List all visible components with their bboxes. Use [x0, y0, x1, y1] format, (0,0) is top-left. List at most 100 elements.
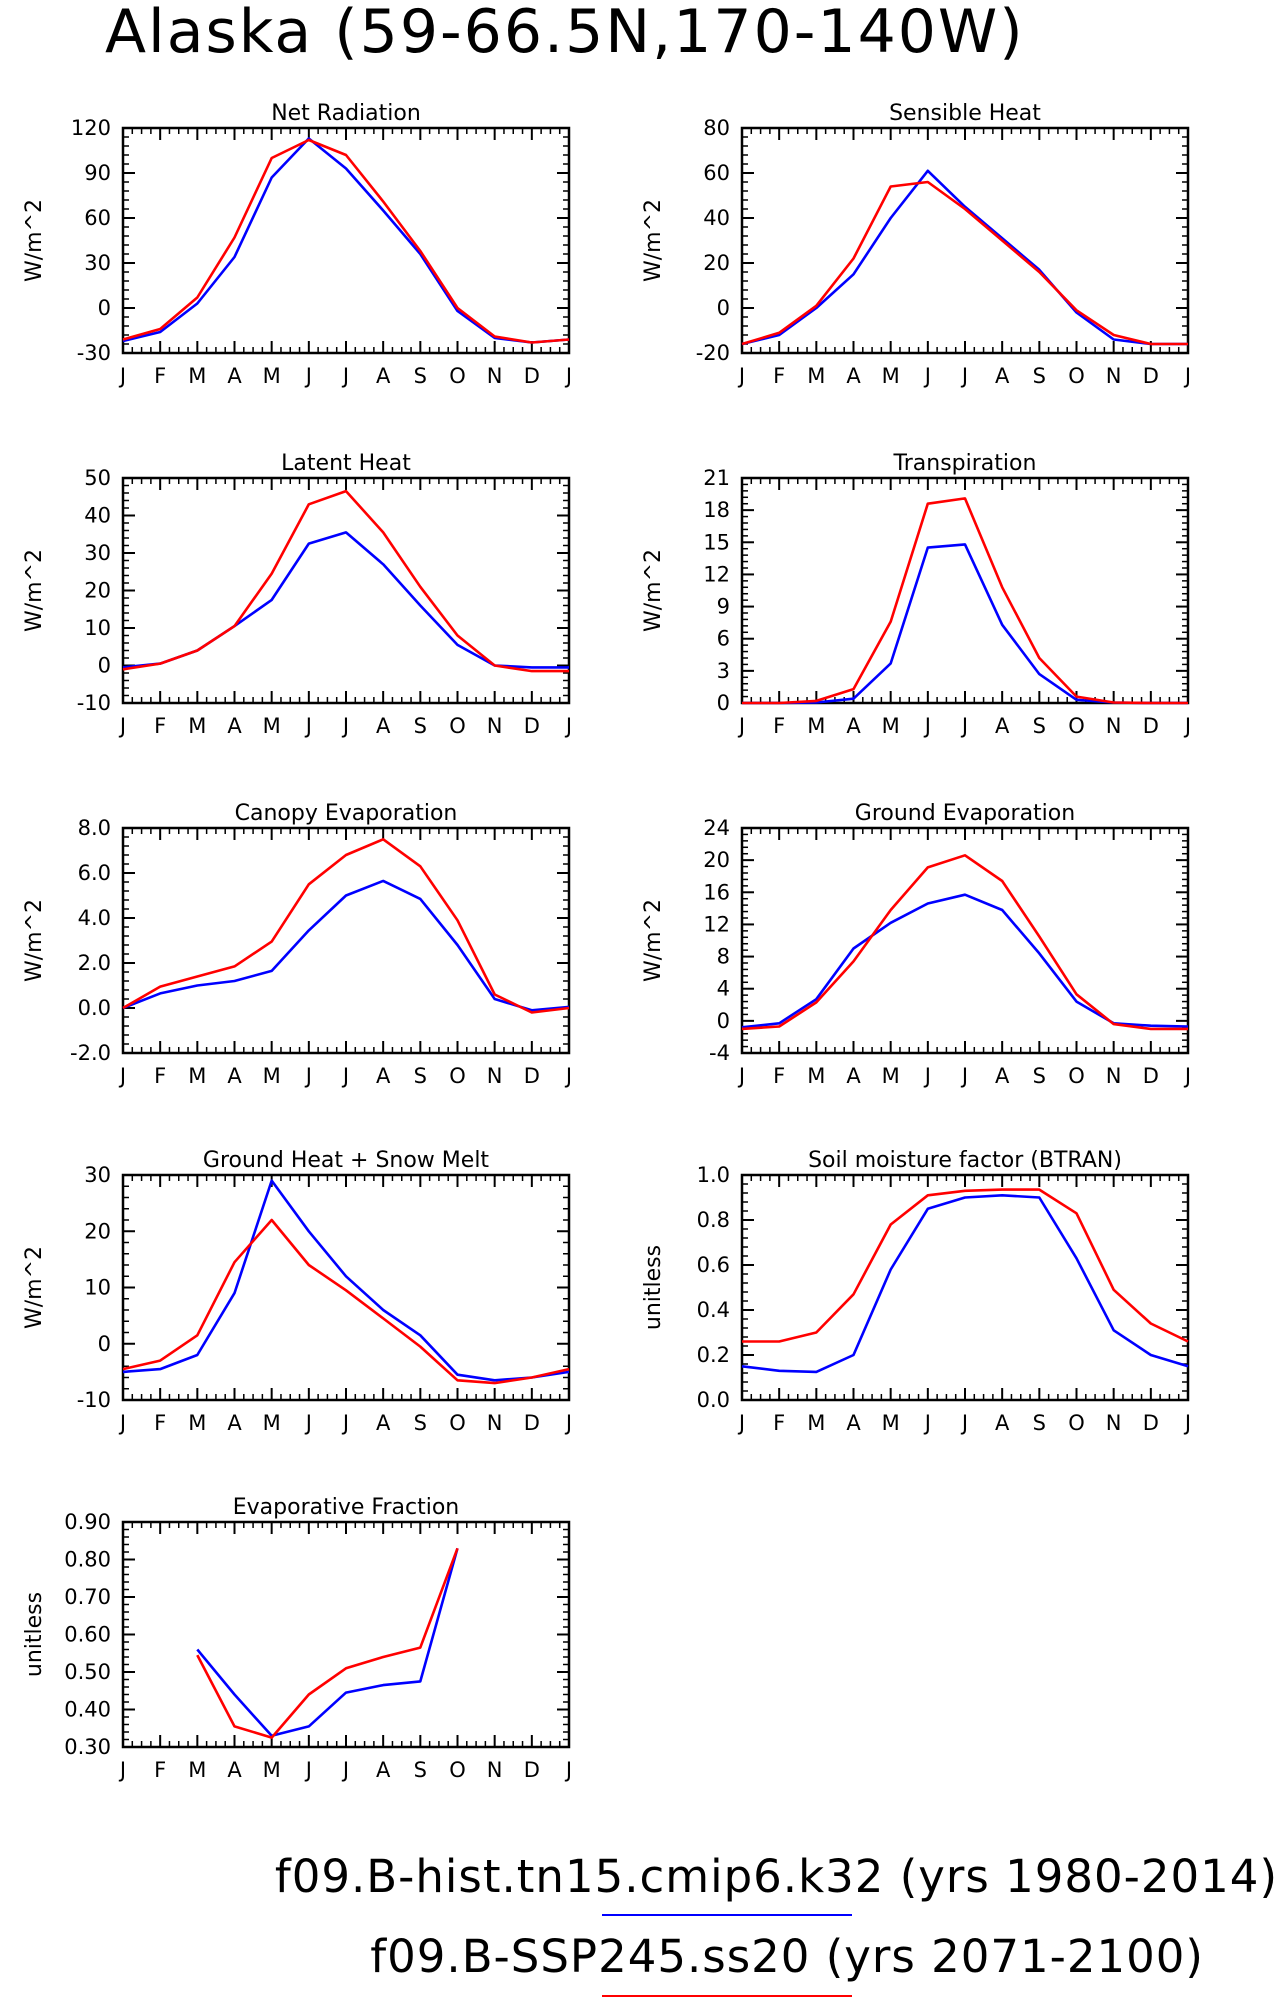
x-tick-label: N: [487, 1758, 503, 1782]
x-tick-label: J: [737, 714, 745, 738]
y-tick-label: 0.0: [78, 996, 111, 1020]
y-tick-label: -30: [77, 341, 111, 365]
series-line-ssp: [122, 1218, 570, 1385]
x-tick-label: M: [882, 1411, 900, 1435]
y-tick-label: 0.30: [64, 1735, 111, 1759]
plot-frame: [740, 126, 1190, 355]
y-tick-label: 50: [84, 466, 111, 490]
y-tick-label: 0.0: [697, 1388, 730, 1412]
y-tick-label: 60: [84, 206, 111, 230]
y-axis-label: unitless: [22, 1592, 47, 1677]
series-line-hist: [741, 1194, 1189, 1374]
series-line-ssp: [741, 854, 1188, 1031]
y-axis-label: unitless: [641, 1245, 666, 1330]
x-tick-label: A: [995, 1411, 1010, 1435]
x-tick-label: A: [227, 1064, 242, 1088]
x-tick-label: M: [263, 1758, 281, 1782]
plot-frame: [121, 826, 571, 1055]
y-tick-label: 0: [717, 691, 730, 715]
x-tick-label: F: [154, 1758, 166, 1782]
x-tick-label: J: [564, 1411, 572, 1435]
x-tick-label: D: [524, 1064, 540, 1088]
x-tick-label: N: [1106, 364, 1122, 388]
x-tick-label: N: [487, 1411, 503, 1435]
y-tick-label: 10: [84, 1276, 111, 1300]
x-tick-label: J: [304, 364, 312, 388]
x-tick-label: J: [564, 364, 572, 388]
y-tick-label: 20: [84, 1219, 111, 1243]
x-tick-label: A: [995, 364, 1010, 388]
y-tick-label: 0: [98, 654, 111, 678]
series-line-ssp: [742, 1188, 1189, 1343]
x-tick-label: J: [960, 1411, 968, 1435]
x-tick-label: D: [1143, 1064, 1159, 1088]
x-tick-label: M: [188, 1064, 206, 1088]
y-tick-label: 20: [703, 848, 730, 872]
x-tick-label: D: [524, 1758, 540, 1782]
x-tick-label: O: [1068, 1411, 1085, 1435]
panel-title: Net Radiation: [271, 101, 421, 126]
panel-title: Ground Heat + Snow Melt: [203, 1148, 490, 1173]
x-tick-label: S: [414, 1411, 427, 1435]
x-tick-label: F: [154, 1411, 166, 1435]
x-tick-label: J: [1183, 714, 1191, 738]
x-tick-label: M: [188, 364, 206, 388]
y-tick-label: 24: [703, 816, 730, 840]
y-tick-label: 0.90: [64, 1510, 111, 1534]
y-tick-label: 12: [703, 562, 730, 586]
y-tick-label: 3: [717, 659, 730, 683]
x-tick-label: J: [1183, 364, 1191, 388]
y-tick-label: 0.40: [64, 1698, 111, 1722]
panel-title: Canopy Evaporation: [235, 801, 458, 826]
legend: f09.B-hist.tn15.cmip6.k32 (yrs 1980-2014…: [275, 1850, 1277, 1997]
y-tick-label: 0.8: [697, 1208, 730, 1232]
x-tick-label: S: [1033, 364, 1046, 388]
x-tick-label: J: [304, 714, 312, 738]
x-tick-label: M: [263, 1064, 281, 1088]
x-tick-label: A: [227, 1758, 242, 1782]
series-line-hist: [122, 137, 570, 344]
x-tick-label: O: [449, 1411, 466, 1435]
x-tick-label: J: [923, 364, 931, 388]
x-tick-label: A: [376, 1758, 391, 1782]
x-tick-label: A: [376, 1064, 391, 1088]
x-tick-label: O: [449, 714, 466, 738]
x-tick-label: A: [995, 1064, 1010, 1088]
x-tick-label: J: [118, 1758, 126, 1782]
x-tick-label: F: [773, 364, 785, 388]
x-tick-label: A: [995, 714, 1010, 738]
x-tick-label: J: [737, 1064, 745, 1088]
y-tick-label: 0.80: [64, 1548, 111, 1572]
y-tick-label: -2.0: [70, 1041, 111, 1065]
series-line-ssp: [122, 838, 570, 1014]
x-tick-label: J: [923, 714, 931, 738]
x-tick-label: N: [1106, 1064, 1122, 1088]
x-tick-label: M: [882, 1064, 900, 1088]
x-tick-label: J: [341, 714, 349, 738]
x-tick-label: O: [1068, 714, 1085, 738]
y-tick-label: 80: [703, 116, 730, 140]
series-line-ssp: [122, 138, 570, 344]
panel-title: Soil moisture factor (BTRAN): [808, 1148, 1122, 1173]
y-tick-label: 0.6: [697, 1253, 730, 1277]
plot-frame: [740, 826, 1190, 1055]
x-tick-label: J: [960, 1064, 968, 1088]
x-tick-label: N: [487, 714, 503, 738]
x-tick-label: M: [807, 1411, 825, 1435]
y-tick-label: 60: [703, 161, 730, 185]
y-tick-label: 6: [717, 627, 730, 651]
x-tick-label: A: [376, 1411, 391, 1435]
x-tick-label: M: [263, 714, 281, 738]
y-tick-label: 12: [703, 912, 730, 936]
y-axis-label: W/m^2: [641, 549, 666, 632]
y-tick-label: 0.70: [64, 1585, 111, 1609]
series-line-ssp: [742, 497, 1188, 705]
x-tick-label: J: [118, 714, 126, 738]
y-tick-label: 0.50: [64, 1660, 111, 1684]
x-tick-label: A: [846, 1064, 861, 1088]
x-tick-label: O: [449, 1064, 466, 1088]
